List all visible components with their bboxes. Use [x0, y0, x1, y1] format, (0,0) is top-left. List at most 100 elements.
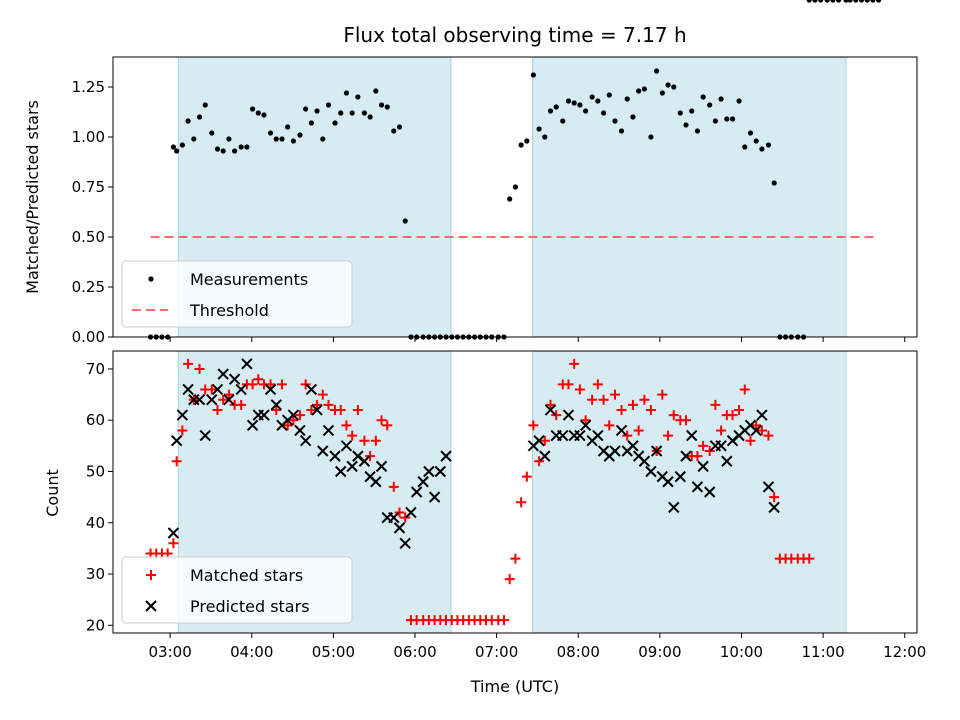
predicted-star-point [167, 527, 180, 539]
predicted-star-point [715, 440, 727, 452]
predicted-star-point [662, 476, 674, 488]
y-tick-label: 0.00 [72, 328, 105, 346]
predicted-star-point [539, 450, 551, 462]
measurement-point [707, 102, 713, 108]
predicted-star-point [329, 450, 341, 462]
matched-star-point [751, 420, 762, 431]
measurement-point [349, 110, 355, 116]
measurement-point [843, 0, 849, 3]
measurement-point [683, 122, 689, 128]
matched-star-point [370, 435, 381, 446]
measurement-point [812, 0, 818, 3]
matched-star-point [347, 430, 358, 441]
measurement-point [338, 110, 344, 116]
predicted-star-point [370, 476, 382, 488]
measurement-point [648, 134, 654, 140]
predicted-star-point [417, 476, 429, 488]
matched-star-point [247, 379, 258, 390]
measurement-point [724, 116, 730, 122]
predicted-star-point [434, 465, 447, 478]
plot-frame [112, 56, 918, 338]
measurement-point [303, 106, 309, 112]
measurement-point [273, 136, 279, 142]
legend-marker [148, 276, 154, 282]
measurement-point [600, 110, 607, 116]
measurement-point [553, 104, 559, 110]
x-tick-label: 06:00 [393, 643, 436, 661]
matched-star-point [592, 379, 603, 390]
matched-star-point [498, 615, 509, 626]
matched-star-point [727, 410, 738, 421]
measurement-point [742, 144, 748, 150]
measurement-point [654, 68, 660, 74]
measurement-point [170, 144, 177, 150]
measurement-point [290, 138, 296, 144]
measurement-point [864, 0, 870, 3]
matched-star-point [265, 379, 276, 390]
predicted-star-point [544, 404, 557, 416]
matched-star-point [306, 404, 317, 415]
measurement-point [571, 100, 577, 106]
predicted-star-point [423, 465, 435, 478]
measurement-point [226, 136, 232, 142]
matched-star-point [710, 399, 721, 410]
x-tick-label: 09:00 [638, 643, 681, 661]
measurement-point [209, 130, 215, 136]
measurement-point [384, 104, 390, 110]
measurement-point [332, 120, 338, 126]
x-tick-label: 05:00 [312, 643, 355, 661]
predicted-star-point [223, 394, 235, 406]
measurement-point [595, 98, 601, 104]
measurement-point [244, 144, 250, 150]
predicted-star-point [615, 424, 628, 437]
predicted-star-point [574, 429, 586, 442]
matched-star-point [288, 415, 299, 426]
matched-star-point [218, 394, 229, 405]
y-tick-label: 60 [86, 411, 105, 429]
predicted-star-point [206, 394, 218, 406]
measurement-point [747, 130, 754, 136]
observing-span [532, 350, 847, 634]
matched-star-point [276, 379, 287, 390]
matched-star-point [504, 574, 515, 585]
predicted-star-point [294, 424, 306, 437]
predicted-star-point [241, 358, 253, 370]
matched-star-point [734, 404, 745, 415]
matched-star-point [692, 451, 703, 462]
measurement-point [279, 136, 285, 142]
matched-star-point [253, 374, 264, 385]
measurement-point [665, 82, 671, 88]
measurement-point [700, 94, 706, 100]
measurement-point [565, 98, 572, 104]
matched-star-point [282, 420, 293, 431]
predicted-star-point [340, 440, 353, 452]
predicted-star-point [211, 383, 224, 396]
measurement-point [624, 96, 630, 102]
predicted-star-point [317, 445, 329, 457]
predicted-star-point [756, 409, 768, 421]
predicted-star-point [440, 450, 452, 462]
x-axis-label: Time (UTC) [470, 677, 559, 696]
measurement-point [536, 126, 542, 132]
predicted-star-point [335, 465, 347, 478]
y-tick-label: 1.00 [72, 128, 105, 146]
measurement-point [636, 88, 642, 94]
matched-star-point [639, 394, 650, 405]
measurement-point [196, 114, 203, 120]
y-tick-label: 40 [86, 514, 105, 532]
measurement-point [343, 90, 350, 96]
matched-star-point [365, 451, 376, 462]
measurement-point [314, 108, 320, 114]
measurement-point [396, 124, 403, 130]
measurement-point [689, 108, 695, 114]
measurement-point [729, 116, 736, 122]
matched-star-point [168, 538, 179, 549]
measurement-point [320, 136, 326, 142]
x-tick-label: 07:00 [475, 643, 518, 661]
measurement-point [736, 98, 742, 104]
top-panel: 0.00 0.25 0.50 0.75 1.00 1.25 Measurements Thre… [72, 0, 918, 346]
x-tick-label: 12:00 [883, 643, 926, 661]
predicted-star-point [680, 450, 692, 462]
y-tick-label: 50 [86, 462, 105, 480]
matched-star-point [294, 410, 305, 421]
